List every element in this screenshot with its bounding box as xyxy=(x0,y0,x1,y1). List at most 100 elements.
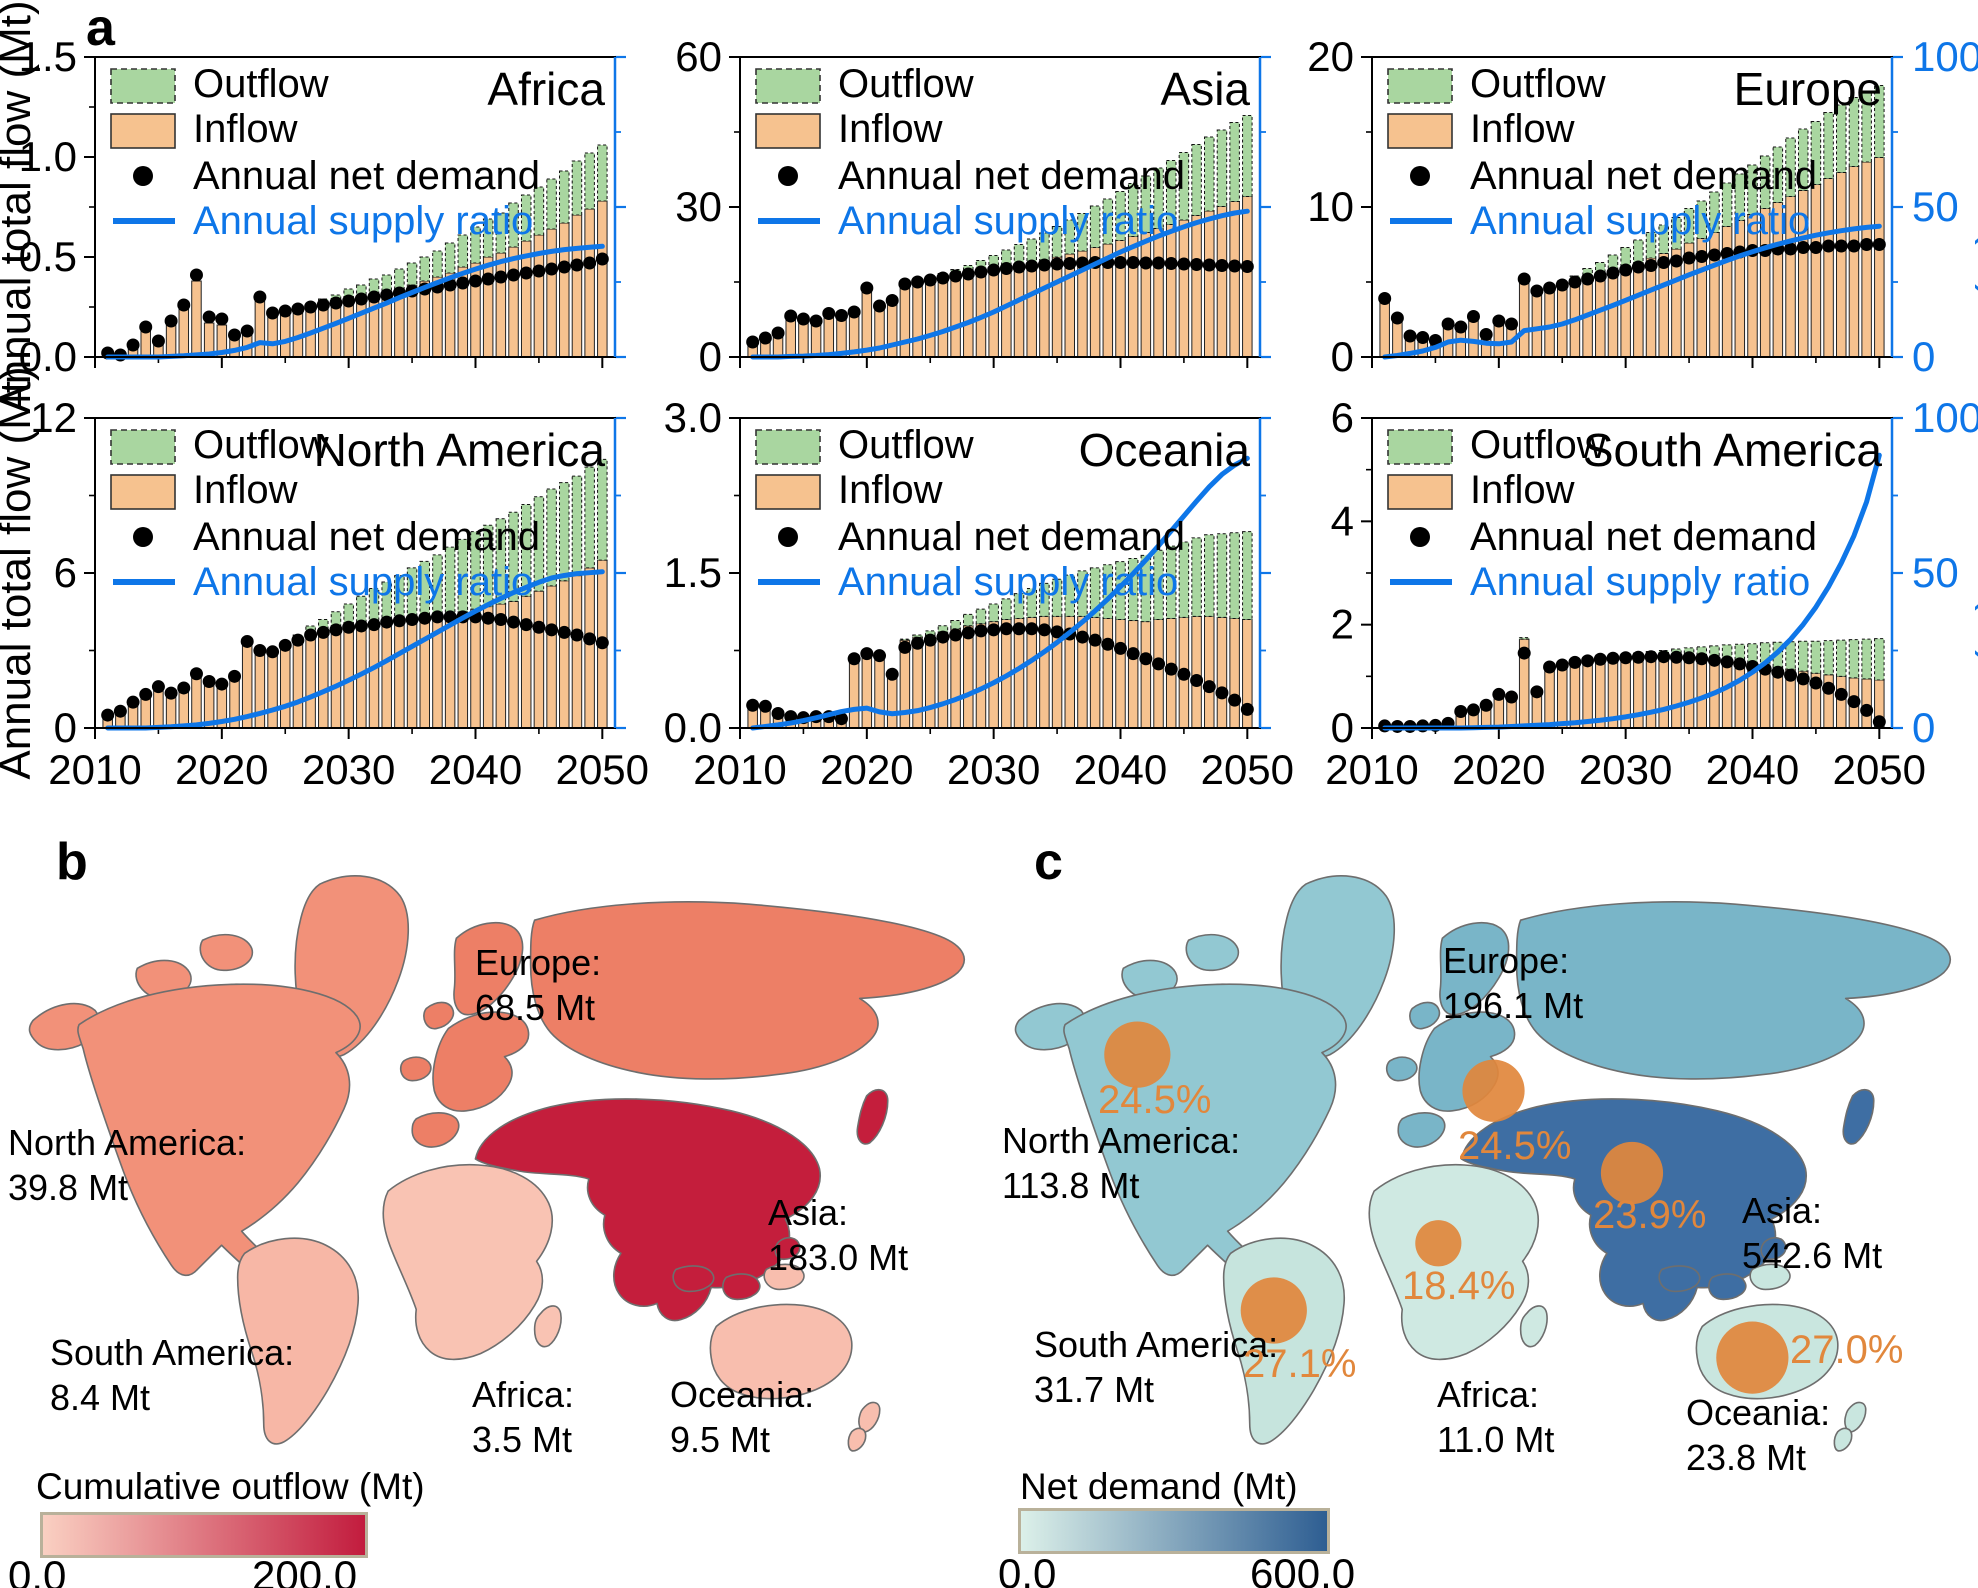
outflow-bar xyxy=(1089,567,1101,618)
region-name: Europe: xyxy=(475,942,602,983)
legend-inflow-swatch xyxy=(1387,113,1453,149)
net-demand-dot xyxy=(1101,637,1115,651)
net-demand-dot xyxy=(304,300,318,314)
inflow-bar xyxy=(1658,253,1669,358)
map-region-philippines xyxy=(774,1236,801,1261)
x-axis-tick-label: 2030 xyxy=(1579,746,1672,793)
chart-title: Africa xyxy=(487,63,605,115)
outflow-bar xyxy=(1204,136,1215,212)
region-value: 23.8 Mt xyxy=(1686,1437,1807,1478)
legend-label: Outflow xyxy=(193,423,329,467)
outflow-bar xyxy=(1518,637,1530,640)
legend-label: Inflow xyxy=(1470,468,1575,512)
net-demand-dot xyxy=(873,649,887,663)
net-demand-dot xyxy=(1809,241,1823,254)
inflow-bar xyxy=(1556,665,1568,729)
net-demand-dot xyxy=(570,628,584,642)
net-demand-dot xyxy=(784,309,798,323)
outflow-bar xyxy=(1127,558,1139,622)
outflow-bar xyxy=(1242,531,1253,620)
net-demand-dot xyxy=(304,628,318,642)
inflow-bar xyxy=(1836,675,1847,729)
net-demand-dot xyxy=(936,630,950,644)
outflow-bar xyxy=(1178,152,1190,221)
outflow-bar xyxy=(1013,593,1025,619)
net-demand-dot xyxy=(1505,317,1519,331)
net-demand-dot xyxy=(771,326,785,340)
x-axis-tick-label: 2050 xyxy=(1833,746,1926,793)
inflow-bar xyxy=(874,657,885,729)
net-demand-dot xyxy=(847,652,861,666)
net-demand-dot xyxy=(898,640,912,654)
outflow-bar xyxy=(419,560,431,619)
net-demand-dot xyxy=(1240,702,1254,716)
net-demand-dot xyxy=(911,636,925,650)
net-demand-dot xyxy=(1581,272,1595,286)
net-demand-dot xyxy=(961,267,975,281)
legend-label: Inflow xyxy=(193,107,298,151)
outflow-bar xyxy=(1229,532,1240,619)
outflow-bar xyxy=(899,638,911,641)
x-axis-tick-label: 2020 xyxy=(175,746,268,793)
net-demand-dot xyxy=(1228,259,1242,273)
net-demand-dot xyxy=(1606,651,1620,665)
percent-circle-north-america xyxy=(1104,1021,1171,1088)
inflow-bar xyxy=(810,322,822,358)
map-region-iceland xyxy=(1385,1056,1418,1082)
region-value: 9.5 Mt xyxy=(670,1419,771,1460)
outflow-bar xyxy=(1001,249,1012,268)
outflow-bar xyxy=(1064,219,1076,255)
panel-a-label: a xyxy=(86,0,115,57)
outflow-bar xyxy=(1861,91,1872,163)
net-demand-dot xyxy=(987,263,1001,277)
net-demand-dot xyxy=(809,314,823,328)
outflow-bar xyxy=(950,620,961,630)
map-label-oceania-b: Oceania: 9.5 Mt xyxy=(670,1372,814,1462)
net-demand-dot xyxy=(202,310,216,324)
map-label-europe-b: Europe: 68.5 Mt xyxy=(475,940,601,1030)
outflow-bar xyxy=(1696,200,1708,239)
net-demand-dot xyxy=(1164,662,1178,676)
legend-net-demand-dot xyxy=(778,527,798,547)
percent-label-south-america: 27.1% xyxy=(1243,1342,1357,1386)
net-demand-dot xyxy=(278,638,292,652)
net-demand-dot xyxy=(1215,686,1229,700)
inflow-bar xyxy=(1216,206,1228,358)
net-demand-dot xyxy=(1796,241,1810,254)
inflow-bar xyxy=(1165,224,1177,358)
percent-circle-oceania xyxy=(1716,1321,1789,1394)
inflow-bar xyxy=(1518,280,1530,358)
inflow-bar xyxy=(153,688,164,729)
y-axis-tick-label: 2 xyxy=(1331,601,1354,648)
net-demand-dot xyxy=(494,270,508,284)
map-region-new-guinea xyxy=(763,1263,805,1291)
map-region-indonesia-2 xyxy=(1708,1273,1747,1301)
net-demand-dot xyxy=(253,644,267,657)
outflow-bar xyxy=(1734,643,1746,663)
outflow-bar xyxy=(444,242,456,274)
outflow-bar xyxy=(1216,129,1228,207)
outflow-bar xyxy=(1165,545,1177,619)
net-demand-dot xyxy=(367,618,381,632)
outflow-bar xyxy=(520,504,532,597)
outflow-bar xyxy=(470,531,481,610)
outflow-bar xyxy=(546,178,557,230)
map-region-new-guinea xyxy=(1749,1263,1791,1291)
outflow-bar xyxy=(444,546,456,615)
inflow-bar xyxy=(559,222,570,358)
percent-label-europe: 24.5% xyxy=(1458,1124,1572,1168)
net-demand-dot xyxy=(974,624,988,638)
inflow-bar xyxy=(1734,661,1746,729)
net-demand-dot xyxy=(291,633,305,647)
map-region-japan xyxy=(856,1088,889,1145)
inflow-bar xyxy=(1633,262,1644,358)
y-axis-tick-label: 0.5 xyxy=(19,233,77,280)
legend-inflow-swatch xyxy=(755,113,821,149)
outflow-bar xyxy=(1242,115,1253,197)
net-demand-dot xyxy=(481,611,495,625)
outflow-bar xyxy=(597,458,608,561)
legend-label: Inflow xyxy=(193,468,298,512)
net-demand-dot xyxy=(999,262,1013,275)
map-region-madagascar xyxy=(533,1305,562,1348)
